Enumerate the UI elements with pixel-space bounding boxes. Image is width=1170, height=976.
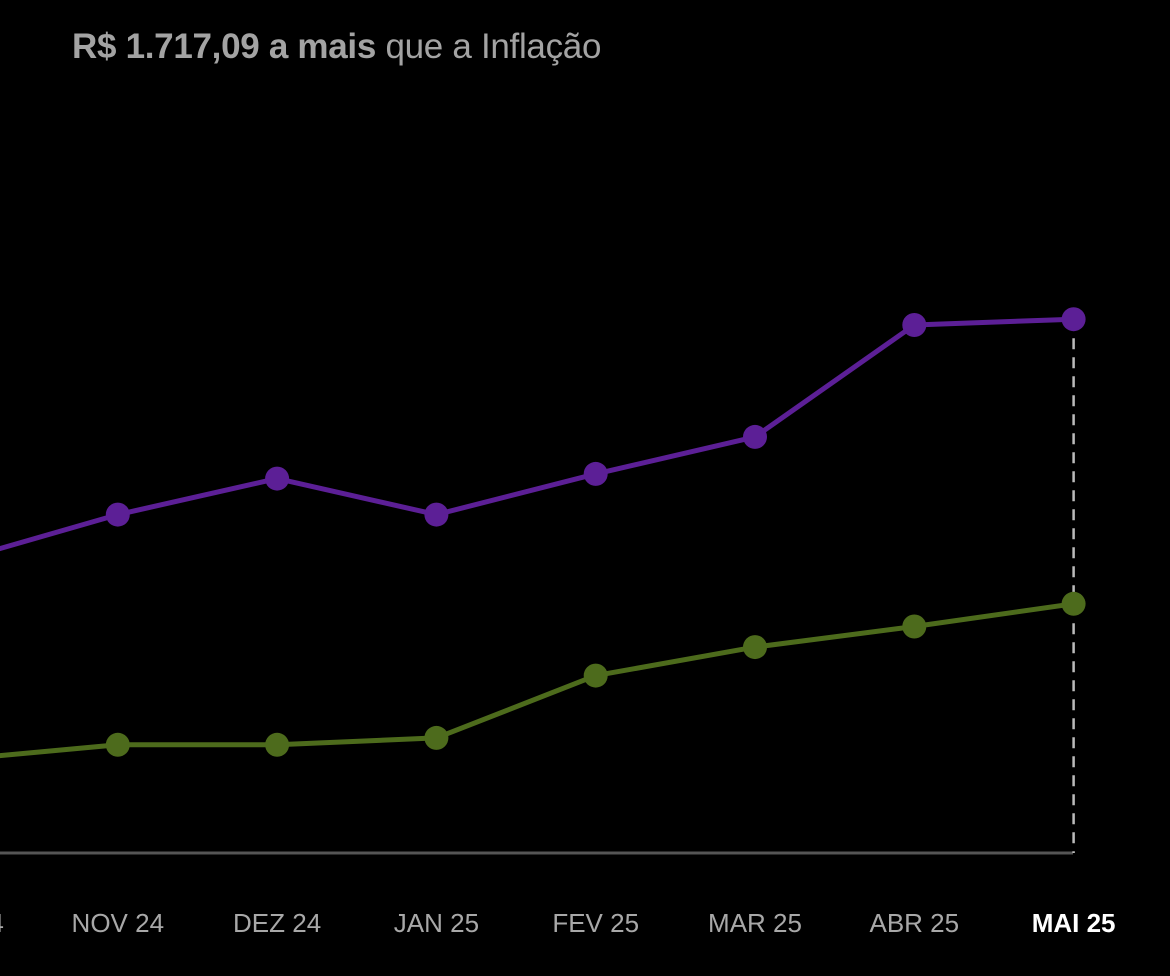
- data-point-s1-7[interactable]: [902, 313, 927, 337]
- series-line-1: [0, 316, 1077, 552]
- x-tick-label[interactable]: JAN 25: [394, 908, 479, 938]
- x-tick-label[interactable]: ABR 25: [869, 908, 959, 938]
- data-point-s1-8[interactable]: [1061, 307, 1086, 332]
- data-point-s1-4[interactable]: [424, 502, 449, 527]
- data-point-s1-6[interactable]: [743, 424, 767, 449]
- data-point-s1-3[interactable]: [265, 466, 290, 491]
- series-line-2: [0, 601, 1077, 759]
- x-tick-label[interactable]: DEZ 24: [233, 908, 321, 938]
- headline-amount: R$ 1.717,09 a mais: [72, 27, 376, 66]
- data-point-s2-5[interactable]: [583, 663, 608, 688]
- data-point-s2-3[interactable]: [265, 732, 290, 757]
- x-tick-label[interactable]: MAR 25: [708, 908, 802, 938]
- data-point-s2-2[interactable]: [105, 732, 130, 757]
- headline: R$ 1.717,09 a mais que a Inflação: [72, 26, 601, 68]
- data-point-s2-4[interactable]: [424, 725, 449, 750]
- headline-suffix: que a Inflação: [385, 27, 602, 66]
- x-tick-label[interactable]: FEV 25: [552, 908, 639, 938]
- data-point-s1-2[interactable]: [105, 502, 130, 527]
- x-tick-label[interactable]: NOV 24: [72, 908, 165, 938]
- data-point-s1-5[interactable]: [583, 461, 608, 486]
- x-tick-label[interactable]: MAI 25: [1032, 908, 1116, 938]
- data-point-s2-6[interactable]: [743, 635, 767, 660]
- data-point-s2-8[interactable]: [1061, 591, 1086, 616]
- data-point-s2-7[interactable]: [902, 614, 927, 639]
- x-tick-label[interactable]: OUT 24: [0, 908, 4, 938]
